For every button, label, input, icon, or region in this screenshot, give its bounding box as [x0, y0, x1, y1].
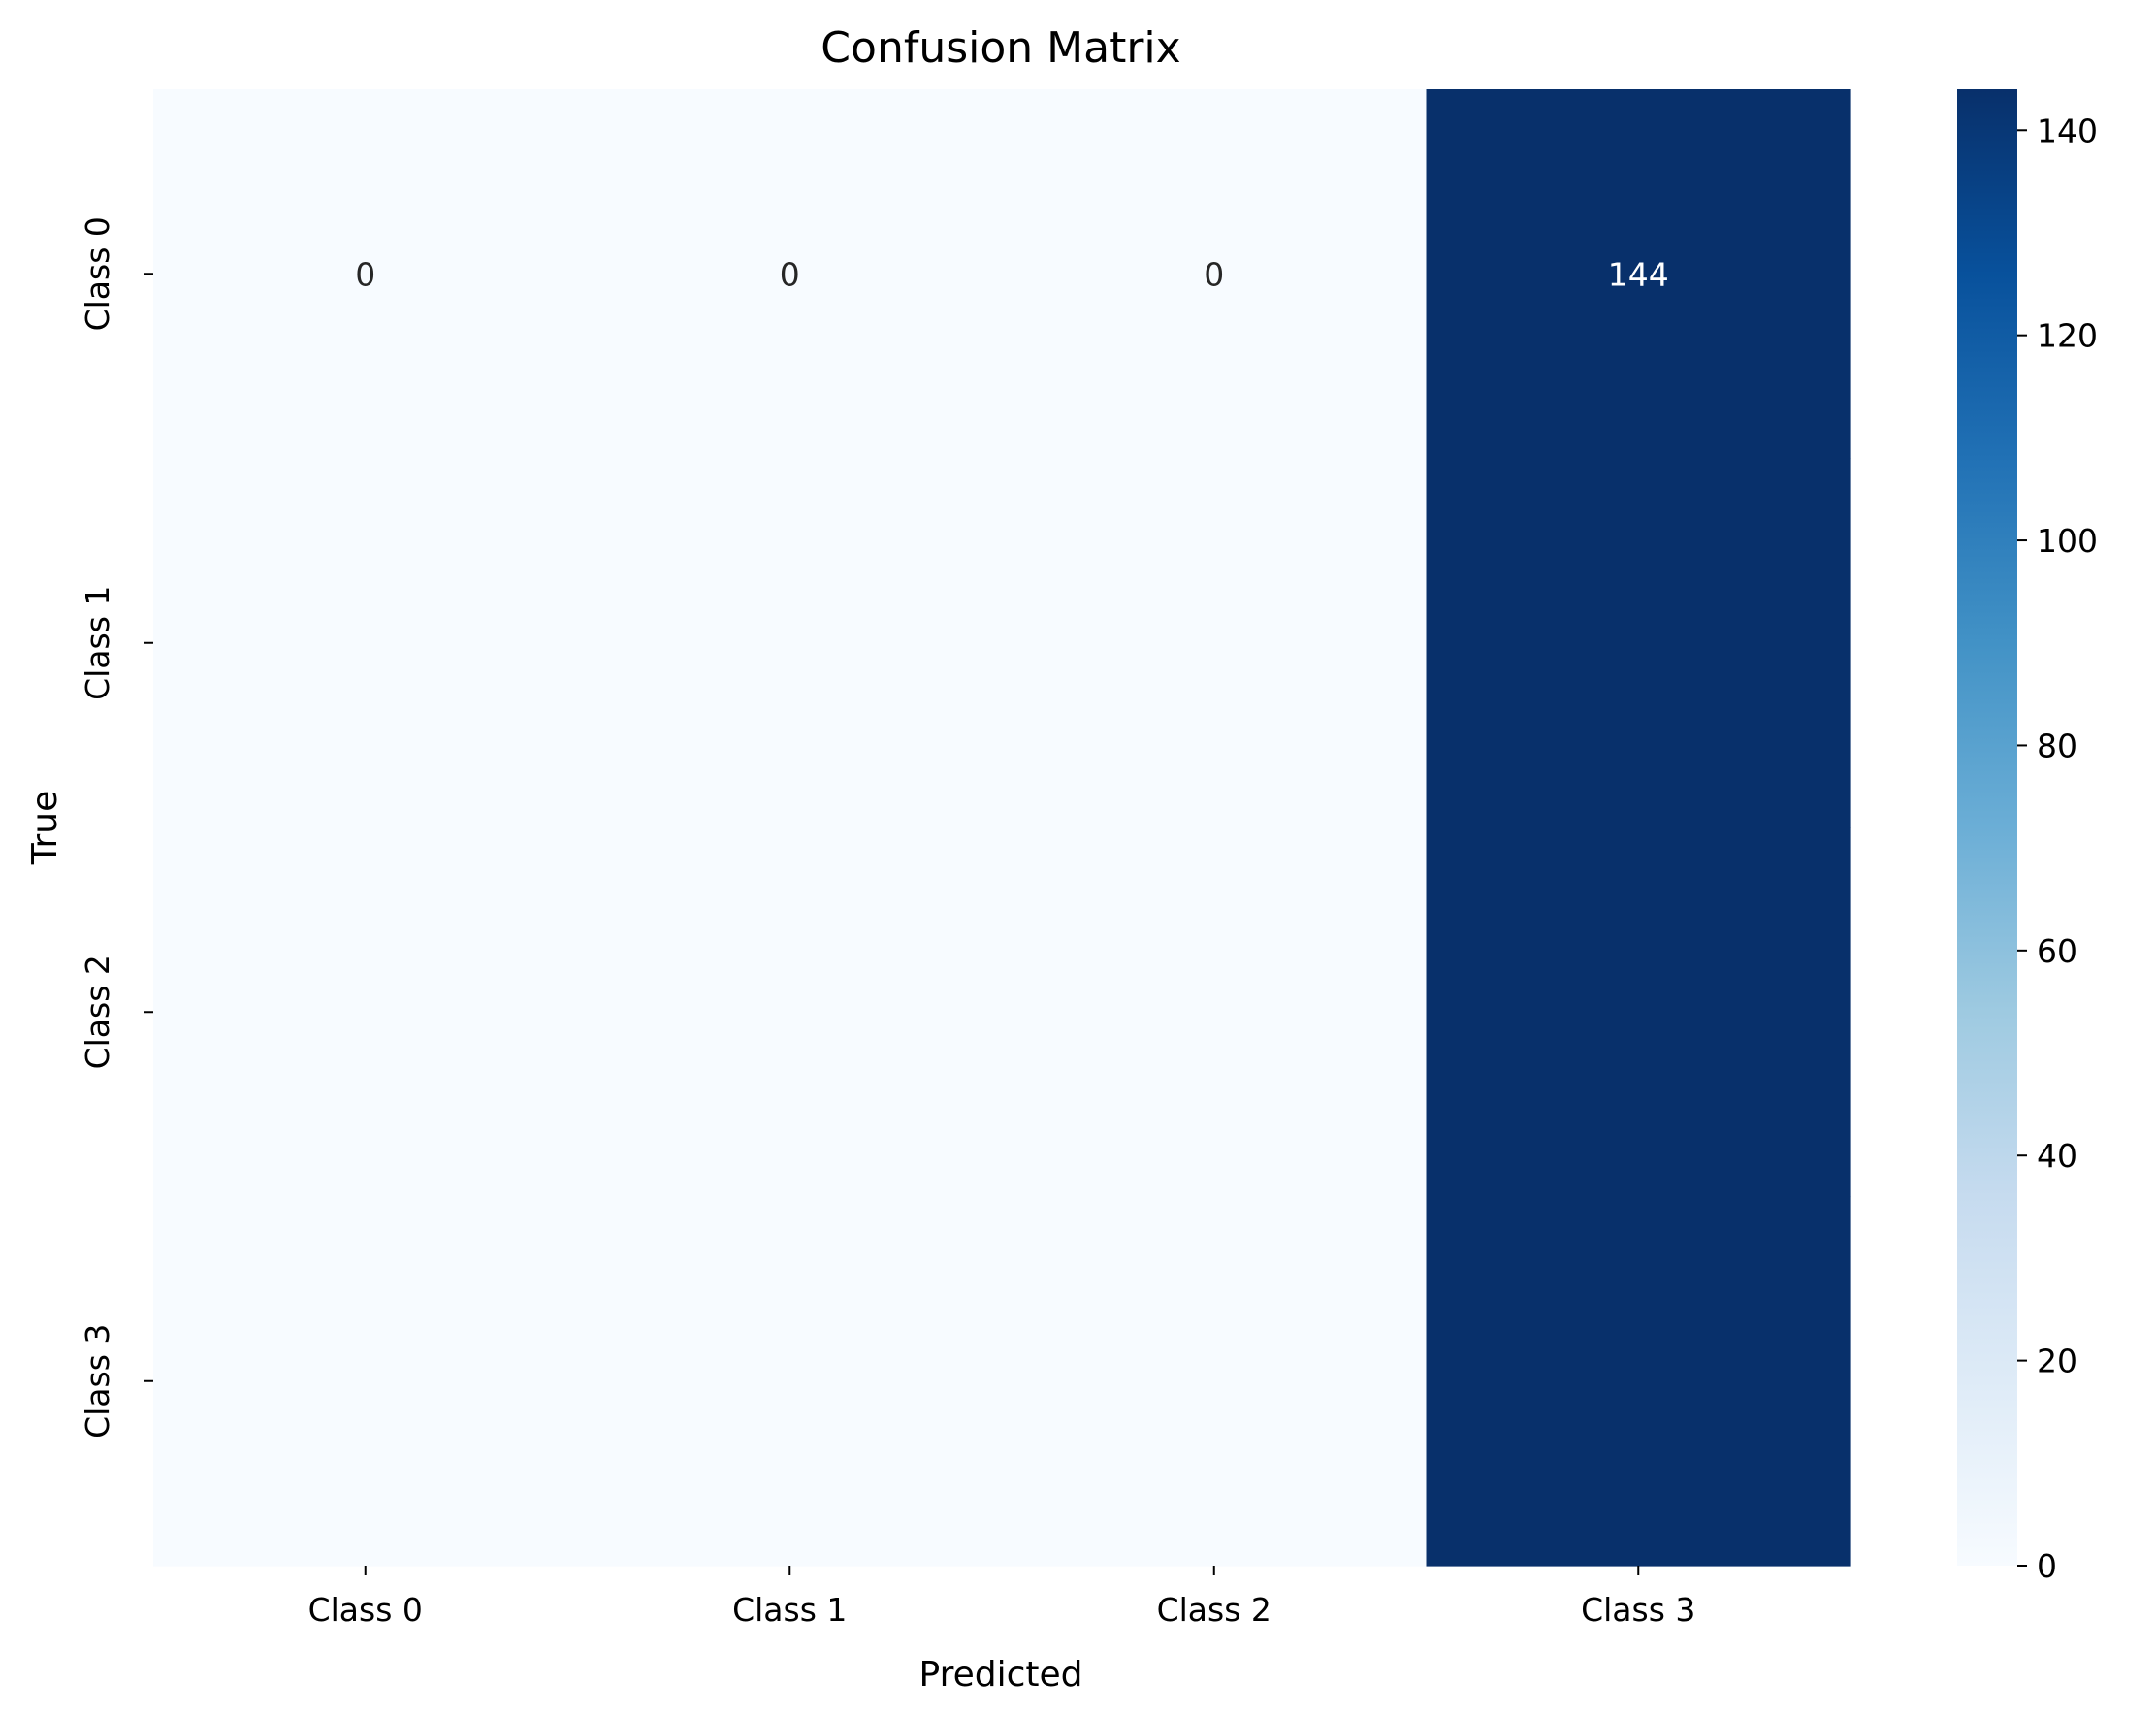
heatmap-cell	[1002, 89, 1428, 460]
y-axis-ticks: Class 0 Class 1 Class 2 Class 3	[79, 216, 153, 1439]
heatmap-cell	[1426, 827, 1851, 1198]
heatmap-cell	[1426, 1196, 1851, 1567]
heatmap-cell	[1426, 458, 1851, 828]
heatmap-cell	[153, 89, 579, 460]
y-tick-label: Class 0	[79, 216, 116, 331]
heatmap-cell	[1002, 1196, 1428, 1567]
heatmap-cell	[153, 827, 579, 1198]
colorbar-tick-label: 120	[2037, 317, 2098, 355]
colorbar-ticks: 0 20 40 60 80 100 120 140	[2017, 112, 2098, 1585]
x-axis-label: Predicted	[919, 1655, 1083, 1695]
chart-title: Confusion Matrix	[821, 23, 1180, 73]
x-tick-label: Class 2	[1157, 1591, 1271, 1629]
heatmap-cell	[1002, 458, 1428, 828]
y-tick-label: Class 2	[79, 955, 116, 1069]
heatmap-cell	[577, 89, 1003, 460]
y-axis-label: True	[25, 791, 65, 865]
heatmap-cell	[577, 458, 1003, 828]
heatmap-cell	[153, 458, 579, 828]
colorbar-tick-label: 40	[2037, 1137, 2077, 1175]
colorbar-tick-label: 140	[2037, 112, 2098, 149]
colorbar-tick-label: 100	[2037, 522, 2098, 560]
x-tick-label: Class 0	[308, 1591, 423, 1629]
heatmap-cell	[577, 1196, 1003, 1567]
colorbar-tick-label: 0	[2037, 1547, 2057, 1585]
cell-value-label: 0	[355, 255, 375, 293]
x-tick-label: Class 3	[1581, 1591, 1695, 1629]
colorbar-tick-label: 60	[2037, 932, 2077, 970]
heatmap-cells	[153, 89, 1851, 1567]
heatmap-cell	[153, 1196, 579, 1567]
cell-value-label: 144	[1608, 255, 1669, 293]
heatmap-cell	[1426, 89, 1851, 460]
colorbar-tick-label: 20	[2037, 1343, 2077, 1380]
heatmap-cell	[577, 827, 1003, 1198]
y-tick-label: Class 1	[79, 586, 116, 700]
heatmap-cell	[1002, 827, 1428, 1198]
cell-annotations: 0 0 0 144	[355, 255, 1669, 293]
cell-value-label: 0	[780, 255, 800, 293]
colorbar	[1957, 89, 2017, 1566]
x-tick-label: Class 1	[732, 1591, 847, 1629]
cell-value-label: 0	[1204, 255, 1224, 293]
colorbar-tick-label: 80	[2037, 727, 2077, 764]
x-axis-ticks: Class 0 Class 1 Class 2 Class 3	[308, 1566, 1695, 1629]
y-tick-label: Class 3	[79, 1324, 116, 1439]
